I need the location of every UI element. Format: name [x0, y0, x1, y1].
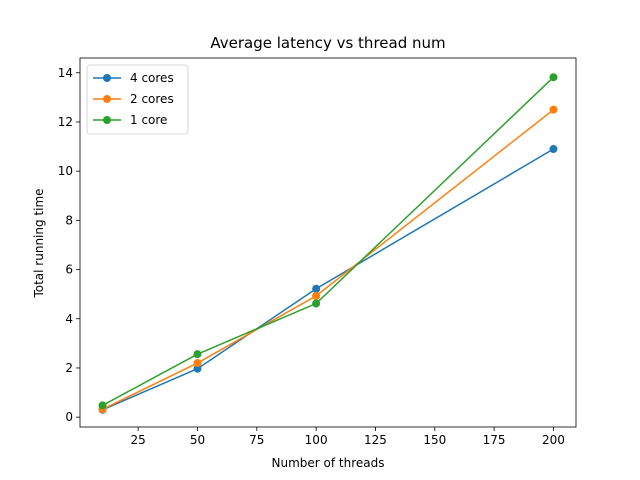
plot-frame	[79, 57, 577, 428]
legend-label: 2 cores	[130, 92, 174, 106]
data-point	[312, 291, 321, 300]
x-tick-label: 25	[131, 433, 146, 447]
y-tick-label: 14	[58, 66, 73, 80]
legend-marker	[103, 116, 111, 124]
legend-label: 1 core	[130, 113, 167, 127]
data-point	[193, 359, 202, 368]
data-point	[312, 284, 321, 293]
legend-marker	[103, 95, 111, 103]
data-point	[98, 401, 107, 410]
x-tick-label: 150	[423, 433, 446, 447]
data-point	[549, 145, 558, 154]
y-tick-label: 8	[65, 213, 73, 227]
y-tick-label: 10	[58, 164, 73, 178]
y-axis-label: Total running time	[32, 188, 46, 298]
chart-title: Average latency vs thread num	[210, 34, 445, 52]
series-line	[102, 109, 554, 410]
legend-box	[86, 64, 189, 135]
data-point	[193, 350, 202, 359]
x-tick-label: 125	[364, 433, 387, 447]
x-axis-label: Number of threads	[272, 456, 385, 470]
x-tick-label: 50	[190, 433, 205, 447]
y-tick-label: 2	[65, 361, 73, 375]
y-tick-label: 12	[58, 115, 73, 129]
data-point	[549, 105, 558, 114]
x-tick-label: 175	[483, 433, 506, 447]
legend-marker	[103, 74, 111, 82]
y-tick-label: 0	[65, 410, 73, 424]
series-line	[102, 76, 554, 407]
y-tick-label: 6	[65, 263, 73, 277]
x-tick-label: 200	[542, 433, 565, 447]
data-point	[193, 364, 202, 373]
plot-area: 25 50 75 100 125 150 175 200 0 2 4 6 8 10 12 14 4 cores 2…	[58, 57, 577, 447]
series-line	[102, 148, 554, 411]
x-tick-label: 100	[305, 433, 328, 447]
x-tick-label: 75	[249, 433, 264, 447]
data-point	[312, 299, 321, 308]
data-point	[549, 73, 558, 82]
legend-label: 4 cores	[130, 71, 174, 85]
y-tick-label: 4	[65, 312, 73, 326]
